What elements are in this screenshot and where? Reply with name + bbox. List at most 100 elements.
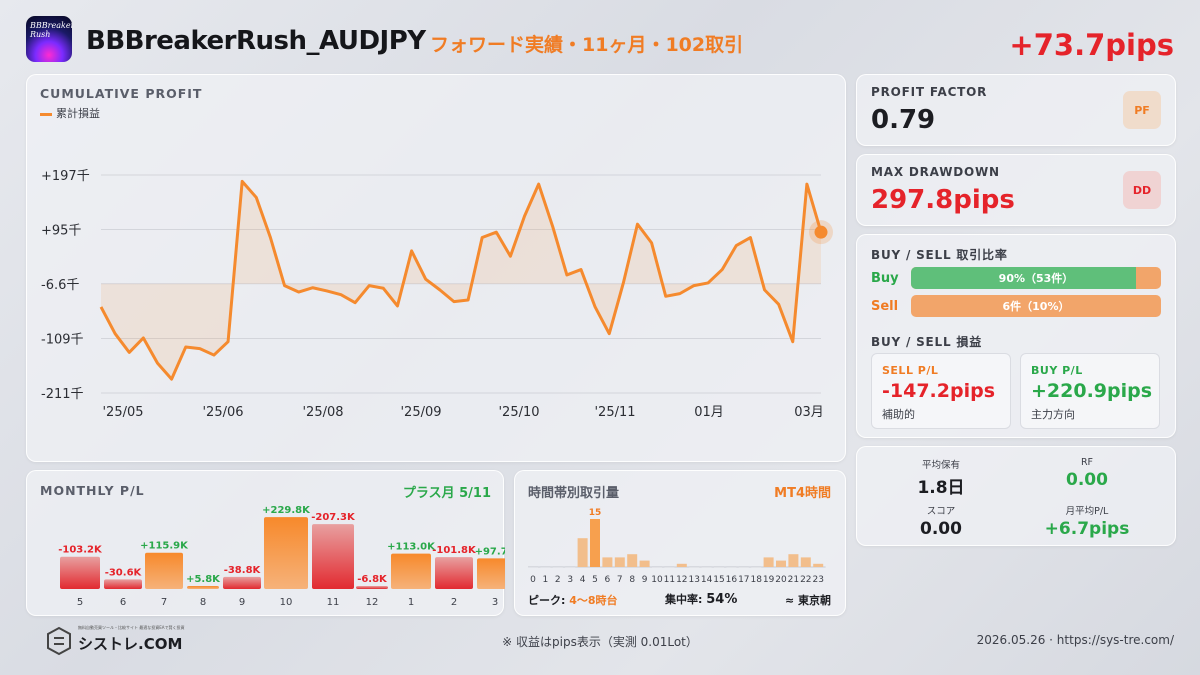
month-bar <box>391 553 431 589</box>
buy-label: Buy <box>871 271 899 286</box>
hour-category: 3 <box>567 575 573 585</box>
sell-pl-label: SELL P/L <box>882 364 939 377</box>
dd-label: MAX DRAWDOWN <box>871 165 1000 179</box>
footer-note: ※ 収益はpips表示（実測 0.01Lot） <box>502 635 698 649</box>
hour-bar <box>751 566 762 568</box>
month-category: 1 <box>408 597 414 608</box>
hourly-peak: ピーク: 4〜8時台 <box>528 592 618 608</box>
month-category: 8 <box>200 597 206 608</box>
hour-bar <box>701 566 712 568</box>
x-tick-label: '25/06 <box>202 405 243 420</box>
hour-bar <box>788 554 799 567</box>
month-bar <box>435 557 473 589</box>
hour-category: 21 <box>788 575 799 585</box>
month-bar-label: -38.8K <box>224 565 262 576</box>
rf-label: RF <box>1080 457 1094 468</box>
hour-bar <box>540 566 551 568</box>
hour-bar <box>627 554 638 567</box>
hour-category: 2 <box>555 575 561 585</box>
month-bar <box>145 552 183 589</box>
brand-name: シストレ.COM <box>78 635 183 653</box>
hourly-concentration: 集中率: 54% <box>665 591 737 607</box>
hour-category: 10 <box>651 575 663 585</box>
hour-bar <box>652 566 662 568</box>
month-bar <box>104 579 142 589</box>
stat-rf: RF 0.00 <box>1007 457 1167 490</box>
hourly-panel: 時間帯別取引量 MT4時間 0 1 2 3 4 15 5 6 7 8 9 10 11 12 13 14 15 16… <box>514 470 846 616</box>
hour-category: 14 <box>701 575 713 585</box>
hourly-tz: MT4時間 <box>774 486 831 501</box>
sell-ratio-bar: 6件（10%） <box>911 295 1161 317</box>
hour-category: 20 <box>775 575 787 585</box>
month-category: 11 <box>327 597 340 608</box>
hour-category: 11 <box>664 575 675 585</box>
cumulative-title: CUMULATIVE PROFIT <box>40 86 203 101</box>
sell-pl-note: 補助的 <box>882 408 915 421</box>
month-bar-label: -207.3K <box>311 512 356 523</box>
month-bar <box>223 576 261 589</box>
buy-pl-value: +220.9pips <box>1031 380 1153 402</box>
hour-bar <box>552 566 563 568</box>
hour-bar <box>602 557 613 567</box>
footer-date-url: 2026.05.26 · https://sys-tre.com/ <box>976 633 1174 647</box>
hour-category: 17 <box>738 575 749 585</box>
buy-ratio-text: 90%（53件） <box>998 272 1074 285</box>
hour-bar <box>664 566 675 568</box>
month-category: 3 <box>492 597 498 608</box>
sell-pl-card: SELL P/L -147.2pips 補助的 <box>871 353 1011 429</box>
hour-bar <box>776 560 786 567</box>
sell-pl-value: -147.2pips <box>882 380 996 402</box>
max-drawdown-card: MAX DRAWDOWN 297.8pips DD <box>856 154 1176 226</box>
month-category: 2 <box>451 597 457 608</box>
pf-badge: PF <box>1123 91 1161 129</box>
series-line <box>99 179 823 381</box>
month-bar-label: -30.6K <box>105 567 143 578</box>
y-tick-label: -6.6千 <box>41 278 79 293</box>
legend-swatch <box>40 112 52 116</box>
stat-avg-hold: 平均保有 1.8日 <box>861 457 1021 498</box>
hour-category: 15 <box>713 575 724 585</box>
hour-category: 23 <box>812 575 823 585</box>
plus-months: プラス月 5/11 <box>402 486 491 501</box>
monthly-avg-label: 月平均P/L <box>1065 506 1109 517</box>
monthly-avg-value: +6.7pips <box>1044 519 1130 539</box>
cumulative-profit-panel: CUMULATIVE PROFIT 累計損益 +197千 +95千 -6.6千 -10… <box>26 74 846 462</box>
y-tick-label: +95千 <box>41 224 81 239</box>
month-category: 10 <box>280 597 293 608</box>
hour-bar <box>763 557 774 567</box>
hour-bar <box>528 566 538 568</box>
monthly-pl-panel: MONTHLY P/L プラス月 5/11 -103.2K 5 -30.6K 6 +11… <box>26 470 505 616</box>
avg-hold-label: 平均保有 <box>921 460 960 471</box>
dd-badge: DD <box>1123 171 1161 209</box>
month-category: 12 <box>366 597 379 608</box>
month-category: 7 <box>161 597 167 608</box>
peak-value: 4〜8時台 <box>569 594 618 607</box>
month-category: 9 <box>239 597 245 608</box>
hour-category: 0 <box>530 575 536 585</box>
hour-category: 18 <box>750 575 762 585</box>
x-tick-label: 01月 <box>694 405 724 420</box>
buy-ratio-fill <box>911 267 1136 289</box>
hour-category: 7 <box>617 575 623 585</box>
hour-bar <box>813 563 824 567</box>
month-bar <box>356 586 388 589</box>
sell-ratio-text: 6件（10%） <box>1002 300 1070 313</box>
month-bar-label: +97.7K <box>475 546 505 557</box>
buysell-ratio-title: BUY / SELL 取引比率 <box>871 248 1008 262</box>
hour-bar <box>726 566 737 568</box>
last-point <box>814 225 828 239</box>
hour-bar <box>565 566 576 568</box>
y-tick-label: -109千 <box>41 333 84 348</box>
hour-bar <box>676 563 687 567</box>
hour-bar <box>689 566 700 568</box>
x-tick-label: '25/05 <box>102 405 143 420</box>
app-logo: BBBreaker Rush <box>26 16 72 62</box>
brand-logo-icon <box>47 626 71 656</box>
hour-category: 13 <box>688 575 699 585</box>
buysell-pl-title: BUY / SELL 損益 <box>871 335 983 349</box>
score-value: 0.00 <box>920 519 962 539</box>
total-pips: +73.7pips <box>1009 28 1174 62</box>
hour-category: 12 <box>676 575 687 585</box>
x-tick-label: '25/08 <box>302 405 343 420</box>
